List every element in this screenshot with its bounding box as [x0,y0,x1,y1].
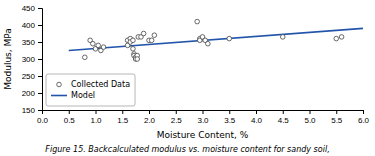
tick-mark [176,110,177,114]
tick: 400 [22,21,42,30]
tick: 0.0 [37,110,49,125]
tick-label: 200 [22,89,36,98]
legend-swatch [51,95,67,97]
tick-mark [229,110,230,114]
tick-mark [38,42,42,43]
tick-mark [310,110,311,114]
tick-label: 0.5 [64,116,76,125]
tick: 2.5 [171,110,183,125]
tick-mark [38,25,42,26]
data-point [101,45,106,50]
tick-label: 3.0 [197,116,209,125]
data-point [131,38,136,43]
legend-frame [46,74,135,106]
axis-line [43,111,364,115]
data-point [280,35,285,40]
caption: Figure 15. Backcalculated modulus vs. mo… [45,145,329,154]
tick: 1.0 [90,110,102,125]
tick-label: 150 [22,106,36,115]
tick-mark [38,59,42,60]
data-point [135,57,140,62]
data-point [227,36,232,41]
tick-label: 3.5 [224,116,236,125]
x-axis: 0.0 0.5 1.0 1.5 2.0 2.5 3.0 3.5 4.0 4.5 5.0 5.5 6.0 [37,110,370,125]
tick: 4.5 [278,110,290,125]
tick: 3.0 [197,110,209,125]
tick-mark [336,110,337,114]
tick: 0.5 [64,110,76,125]
tick-mark [283,110,284,114]
tick-label: 2.0 [144,116,156,125]
x-axis-title: Moisture Content, % [157,130,249,140]
tick: 6.0 [358,110,370,125]
data-point [334,36,339,41]
data-point [96,43,101,48]
data-point [195,19,200,24]
tick-label: 4.5 [278,116,290,125]
tick-mark [122,110,123,114]
legend-swatch [57,82,62,87]
tick-mark [38,110,42,111]
data-point [149,38,154,43]
tick-label: 6.0 [358,116,370,125]
tick-label: 1.5 [117,116,129,125]
data-point [141,31,146,36]
tick-label: 1.0 [90,116,102,125]
tick-label: 4.0 [251,116,263,125]
data-point [339,35,344,40]
tick-mark [203,110,204,114]
tick: 450 [22,4,42,13]
model-line [69,28,363,50]
tick: 350 [22,38,42,47]
plot-root: 0.0 0.5 1.0 1.5 2.0 2.5 3.0 3.5 4.0 4.5 5.0 5.5 6.0 1… [22,4,370,125]
tick: 5.0 [304,110,316,125]
tick: 5.5 [331,110,343,125]
tick-mark [256,110,257,114]
tick: 300 [22,55,42,64]
tick: 200 [22,89,42,98]
data-point [91,41,96,46]
tick: 4.0 [251,110,263,125]
tick-label: 300 [22,55,36,64]
tick: 150 [22,106,42,115]
tick-mark [149,110,150,114]
tick-label: 2.5 [171,116,183,125]
tick: 250 [22,72,42,81]
tick-label: 350 [22,38,36,47]
tick-mark [69,110,70,114]
legend-label: Collected Data [71,80,130,89]
chart: 0.0 0.5 1.0 1.5 2.0 2.5 3.0 3.5 4.0 4.5 5.0 5.5 6.0 1… [0,0,375,156]
tick: 1.5 [117,110,129,125]
tick-mark [363,110,364,114]
axis-line [38,9,43,111]
legend-label: Model [71,91,95,100]
tick-mark [96,110,97,114]
tick-label: 400 [22,21,36,30]
tick-mark [38,76,42,77]
legend: Collected Data Model [46,74,135,106]
tick: 2.0 [144,110,156,125]
tick-label: 5.5 [331,116,343,125]
tick-label: 250 [22,72,36,81]
tick-mark [38,8,42,9]
data-point [83,55,88,60]
y-axis-title: Modulus, MPa [3,28,13,90]
data-point [131,47,136,52]
tick-label: 5.0 [304,116,316,125]
y-axis: 150 200 250 300 350 400 450 [22,4,43,115]
marks [69,19,363,61]
tick: 3.5 [224,110,236,125]
data-point [206,41,211,46]
tick-mark [38,93,42,94]
tick-label: 0.0 [37,116,49,125]
data-point [152,33,157,38]
tick-label: 450 [22,4,36,13]
